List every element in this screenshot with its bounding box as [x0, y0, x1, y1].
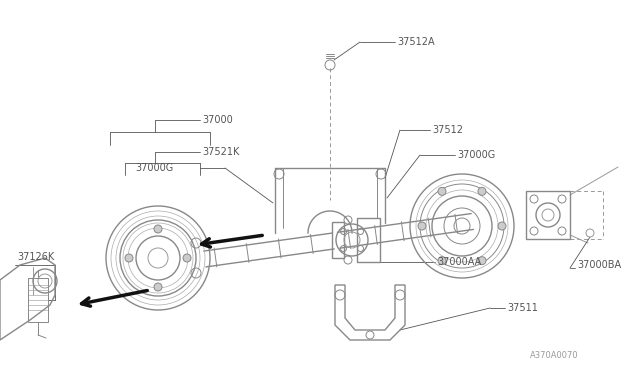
- Text: A370A0070: A370A0070: [530, 350, 579, 359]
- Circle shape: [438, 187, 446, 195]
- Circle shape: [478, 257, 486, 264]
- Circle shape: [478, 187, 486, 195]
- Text: 37000BA: 37000BA: [577, 260, 621, 270]
- Text: 37000G: 37000G: [457, 150, 495, 160]
- Text: 37000G: 37000G: [135, 163, 173, 173]
- Text: 37126K: 37126K: [17, 252, 54, 262]
- Circle shape: [125, 254, 133, 262]
- Text: 37512A: 37512A: [397, 37, 435, 47]
- Text: 37511: 37511: [507, 303, 538, 313]
- Text: 37000AA: 37000AA: [437, 257, 481, 267]
- Circle shape: [154, 283, 162, 291]
- Circle shape: [438, 257, 446, 264]
- Text: 37521K: 37521K: [202, 147, 239, 157]
- Circle shape: [183, 254, 191, 262]
- Circle shape: [154, 225, 162, 233]
- Text: 37000: 37000: [202, 115, 233, 125]
- Circle shape: [418, 222, 426, 230]
- Circle shape: [498, 222, 506, 230]
- Text: 37512: 37512: [432, 125, 463, 135]
